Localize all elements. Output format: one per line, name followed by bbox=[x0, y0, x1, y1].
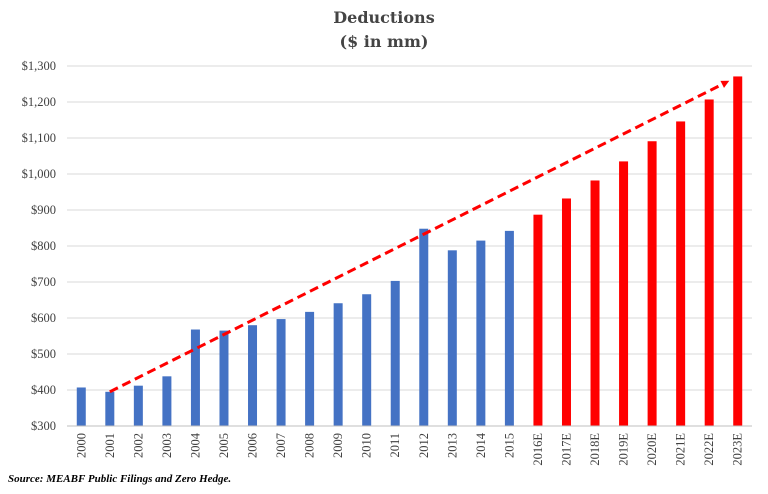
bar-2021E bbox=[676, 121, 686, 426]
bar-2022E bbox=[704, 99, 714, 426]
bar-2003 bbox=[162, 376, 172, 426]
y-tick-label: $600 bbox=[31, 311, 56, 325]
y-tick-label: $900 bbox=[31, 203, 56, 217]
x-tick-label: 2014 bbox=[474, 432, 488, 458]
bar-2019E bbox=[619, 161, 629, 426]
bar-2005 bbox=[219, 330, 229, 426]
x-tick-label: 2005 bbox=[217, 433, 231, 458]
bar-2015 bbox=[504, 230, 514, 426]
bar-2006 bbox=[248, 325, 258, 426]
x-tick-label: 2000 bbox=[74, 433, 88, 458]
x-tick-label: 2019E bbox=[617, 433, 631, 466]
y-tick-label: $400 bbox=[31, 383, 56, 397]
x-tick-label: 2022E bbox=[702, 433, 716, 466]
x-tick-label: 2016E bbox=[531, 433, 545, 466]
x-tick-label: 2011 bbox=[388, 433, 402, 458]
y-tick-label: $1,000 bbox=[22, 167, 56, 181]
bar-2017E bbox=[561, 198, 571, 426]
source-note: Source: MEABF Public Filings and Zero He… bbox=[8, 473, 231, 485]
bars bbox=[76, 76, 743, 427]
bar-2000 bbox=[76, 387, 86, 426]
x-tick-label: 2020E bbox=[645, 433, 659, 466]
bar-2001 bbox=[105, 391, 115, 426]
x-tick-label: 2021E bbox=[674, 433, 688, 466]
bar-2013 bbox=[447, 250, 457, 426]
bar-2009 bbox=[333, 303, 343, 426]
bar-2018E bbox=[590, 180, 600, 426]
x-tick-label: 2017E bbox=[559, 433, 573, 466]
bar-2002 bbox=[133, 385, 143, 426]
y-tick-label: $700 bbox=[31, 275, 56, 289]
x-tick-label: 2002 bbox=[131, 433, 145, 458]
x-tick-label: 2004 bbox=[188, 432, 202, 458]
x-tick-label: 2007 bbox=[274, 433, 288, 458]
x-tick-label: 2012 bbox=[417, 433, 431, 458]
chart-subtitle: ($ in mm) bbox=[340, 32, 429, 51]
x-tick-label: 2010 bbox=[360, 433, 374, 458]
x-tick-label: 2003 bbox=[160, 433, 174, 458]
bar-2011 bbox=[390, 280, 400, 426]
x-tick-label: 2013 bbox=[445, 433, 459, 458]
bar-2023E bbox=[733, 76, 743, 426]
x-tick-label: 2001 bbox=[103, 433, 117, 458]
bar-2020E bbox=[647, 141, 657, 427]
y-tick-label: $1,300 bbox=[22, 59, 56, 73]
bar-2014 bbox=[476, 240, 486, 426]
gridlines bbox=[67, 65, 752, 391]
x-tick-label: 2018E bbox=[588, 433, 602, 466]
x-tick-label: 2015 bbox=[502, 433, 516, 458]
y-tick-label: $1,200 bbox=[22, 95, 56, 109]
bar-2016E bbox=[533, 214, 543, 426]
x-tick-label: 2009 bbox=[331, 433, 345, 458]
bar-2010 bbox=[362, 294, 372, 426]
trend-arrow bbox=[109, 80, 730, 394]
x-tick-label: 2006 bbox=[246, 433, 260, 458]
y-axis-ticks: $300 $400 $500 $600 $700 $800 $900 $1,000 $1,100… bbox=[22, 59, 56, 433]
x-axis-ticks: 2000 2001 2002 2003 2004 2005 2006 2007 2008 2009… bbox=[74, 432, 744, 465]
x-tick-label: 2008 bbox=[303, 433, 317, 458]
y-tick-label: $1,100 bbox=[22, 131, 56, 145]
x-tick-label: 2023E bbox=[731, 433, 745, 466]
y-tick-label: $300 bbox=[31, 419, 56, 433]
bar-2007 bbox=[276, 319, 286, 426]
y-tick-label: $500 bbox=[31, 347, 56, 361]
bar-2012 bbox=[419, 228, 429, 426]
bar-2004 bbox=[190, 329, 200, 426]
chart-title: Deductions bbox=[333, 8, 434, 27]
bar-2008 bbox=[305, 311, 315, 426]
y-tick-label: $800 bbox=[31, 239, 56, 253]
